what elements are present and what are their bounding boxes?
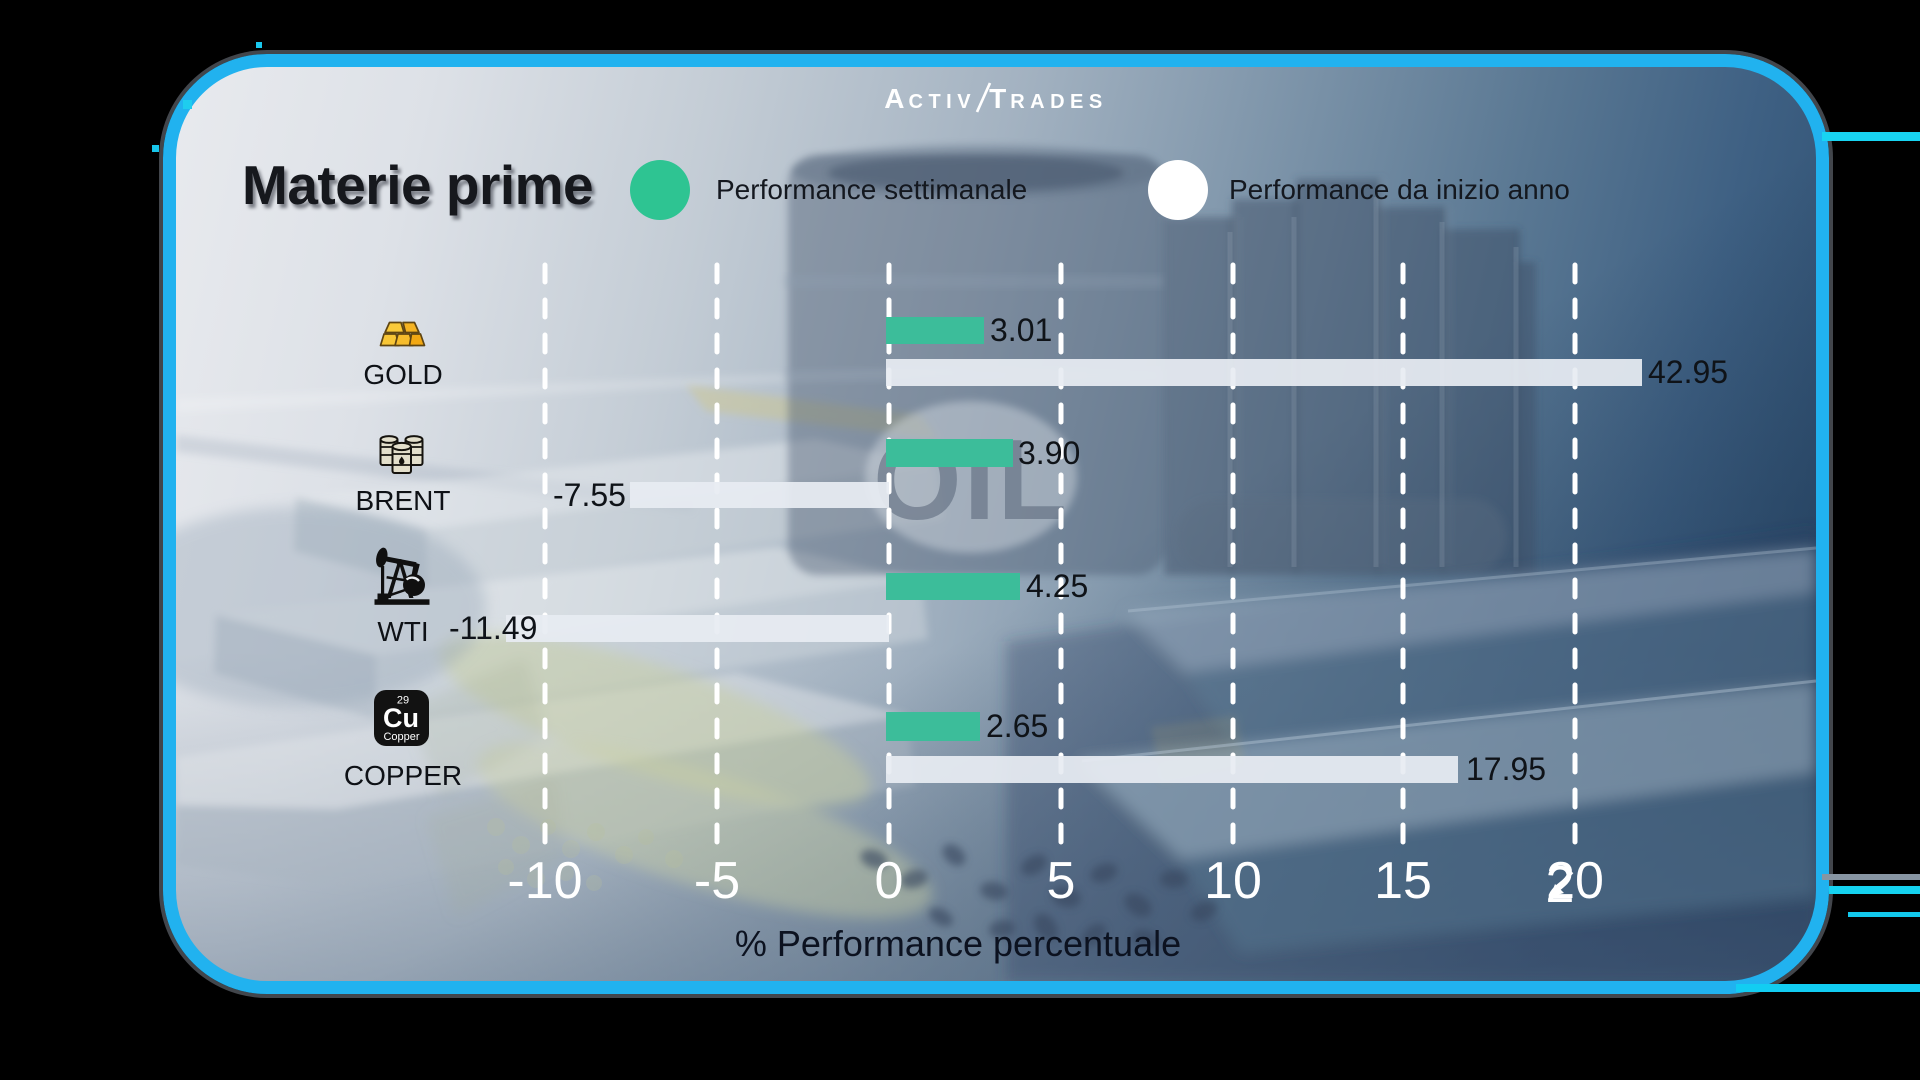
svg-text:29: 29 [397, 695, 409, 707]
svg-text:Cu: Cu [383, 703, 419, 733]
svg-text:OIL: OIL [873, 417, 1069, 544]
svg-text:Copper: Copper [383, 731, 419, 743]
